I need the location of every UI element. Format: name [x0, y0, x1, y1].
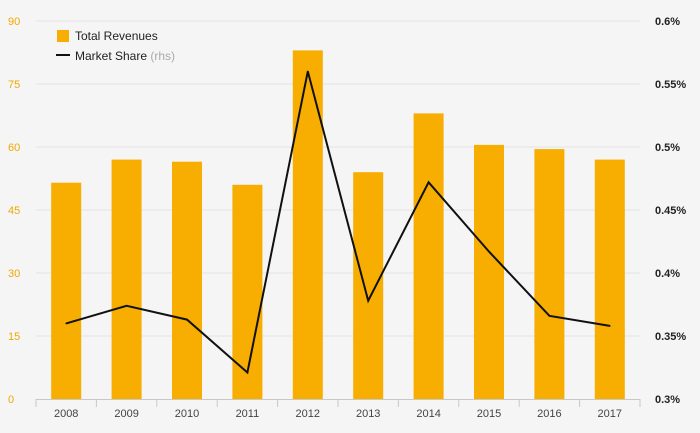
y-left-tick-label: 15: [8, 331, 20, 343]
bar-2010: [172, 161, 202, 399]
legend: Total Revenues Market Share (rhs): [56, 29, 175, 63]
y-right-tick-label: 0.55%: [655, 79, 686, 91]
bar-2011: [232, 184, 263, 399]
y-right-tick-label: 0.3%: [655, 394, 680, 406]
legend-suffix-rhs: (rhs): [150, 49, 175, 63]
line-point-2008: [65, 322, 67, 325]
bar-2012: [292, 50, 323, 400]
line-point-2014: [427, 181, 430, 184]
bar-2017: [594, 159, 625, 399]
y-left-tick-label: 0: [8, 394, 14, 406]
x-tick-label: 2013: [356, 408, 380, 420]
x-tick-label: 2012: [296, 408, 320, 420]
x-tick-label: 2017: [598, 408, 622, 420]
bar-2009: [111, 159, 142, 399]
x-tick-label: 2014: [416, 408, 440, 420]
bar-2014: [413, 113, 444, 400]
legend-label-total-revenues: Total Revenues: [75, 29, 158, 43]
y-left-tick-label: 45: [8, 205, 20, 217]
x-tick-label: 2015: [477, 408, 501, 420]
line-series: [65, 70, 611, 375]
market-share-line: [65, 71, 610, 375]
y-left-tick-label: 60: [8, 142, 20, 154]
line-point-2009: [125, 304, 128, 307]
y-right-tick-label: 0.6%: [655, 16, 680, 28]
y-right-tick-label: 0.45%: [655, 205, 686, 217]
y-left-tick-label: 30: [8, 268, 20, 280]
y-right-tick-label: 0.5%: [655, 142, 680, 154]
line-point-2015: [488, 250, 490, 253]
line-point-2012: [307, 70, 309, 73]
line-point-2010: [186, 318, 188, 321]
x-tick-label: 2009: [114, 408, 138, 420]
y-right-tick-label: 0.4%: [655, 268, 680, 280]
bar-2016: [534, 149, 565, 399]
x-tick-label: 2008: [54, 408, 78, 420]
line-point-2017: [609, 325, 611, 327]
x-tick-label: 2011: [236, 408, 260, 420]
y-left-tick-label: 90: [8, 16, 20, 28]
y-left-tick-label: 75: [8, 79, 20, 91]
line-point-2011: [246, 371, 249, 374]
bar-series: [51, 50, 625, 400]
x-tick-label: 2010: [175, 408, 199, 420]
legend-swatch-total-revenues: [57, 30, 69, 42]
legend-label-market-share: Market Share (rhs): [75, 49, 175, 63]
bar-2015: [474, 144, 504, 399]
bar-2008: [51, 182, 82, 399]
x-tick-label: 2016: [537, 408, 561, 420]
bar-2013: [353, 172, 384, 399]
line-point-2013: [367, 299, 370, 302]
line-point-2016: [548, 315, 551, 317]
axes: 2008 2009 2010 2011 2012 2013 2014 2015 2016 2017…: [8, 16, 686, 420]
y-right-tick-label: 0.35%: [655, 331, 686, 343]
